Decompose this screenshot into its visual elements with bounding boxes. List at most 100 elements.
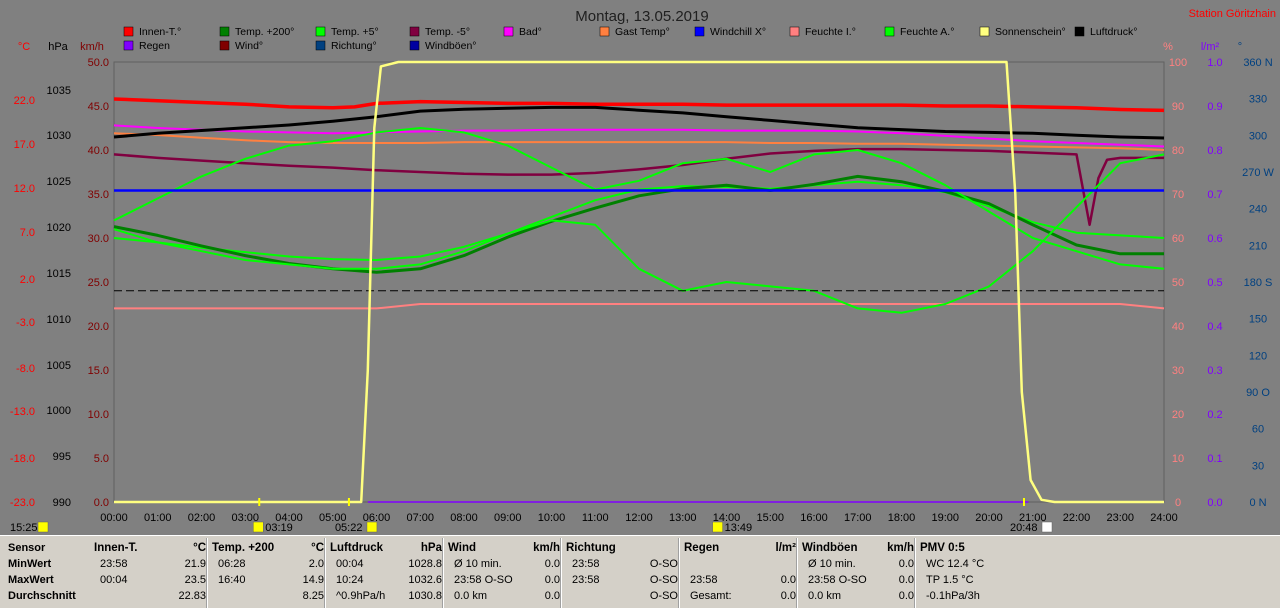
direction-tick-label: 30 <box>1252 460 1264 472</box>
summary-cell-value: 0.0 <box>780 574 796 586</box>
temp-tick-label: -18.0 <box>10 453 35 465</box>
pressure-tick-label: 1030 <box>47 130 71 142</box>
legend-swatch <box>979 26 990 37</box>
summary-column: PMV 0:5 WC 12.4 °C TP 1.5 °C -0.1hPa/3h <box>920 538 1032 608</box>
summary-separator <box>442 538 444 608</box>
summary-cell-value: O-SO <box>649 574 678 586</box>
legend-label: Bad° <box>519 26 542 38</box>
rain-tick-label: 0.8 <box>1207 145 1222 157</box>
temp-tick-label: -23.0 <box>10 497 35 509</box>
summary-panel: Sensor MinWert MaxWert Durchschnitt Inne… <box>0 535 1280 608</box>
time-marker-label: 13:49 <box>725 522 753 534</box>
wind-tick-label: 45.0 <box>88 101 109 113</box>
summary-cell-label: 00:04 <box>100 574 128 586</box>
direction-tick-label: 120 <box>1249 350 1267 362</box>
summary-cell-label: WC 12.4 °C <box>926 558 985 570</box>
legend-swatch <box>123 26 134 37</box>
direction-tick-label: 90 O <box>1246 387 1270 399</box>
legend-swatch <box>123 40 134 51</box>
wind-tick-label: 20.0 <box>88 321 109 333</box>
humidity-tick-label: 60 <box>1172 233 1184 245</box>
pressure-tick-label: 1020 <box>47 222 71 234</box>
summary-cell-label: 23:58 O-SO <box>808 574 867 586</box>
summary-column: Windböen km/h Ø 10 min. 0.0 23:58 O-SO 0.0 0.0… <box>802 538 914 608</box>
series-line <box>114 303 1165 310</box>
x-tick-label: 23:00 <box>1106 512 1134 524</box>
series-line <box>114 60 1164 504</box>
row-label-min: MinWert <box>8 558 52 570</box>
summary-column-title: Regen <box>684 542 720 554</box>
x-tick-label: 22:00 <box>1063 512 1091 524</box>
sun-icon <box>712 521 723 533</box>
time-marker-label: 20:48 <box>1010 522 1038 534</box>
legend-label: Innen-T.° <box>139 26 181 38</box>
summary-column-title: Innen-T. <box>94 542 138 554</box>
sun-icon <box>37 521 49 533</box>
pressure-tick-label: 990 <box>53 497 71 509</box>
sun-icon <box>366 521 378 533</box>
pressure-unit-label: hPa <box>48 41 68 53</box>
legend-label: Temp. +5° <box>331 26 379 38</box>
humidity-tick-label: 90 <box>1172 101 1184 113</box>
summary-column: Wind km/h Ø 10 min. 0.0 23:58 O-SO 0.0 0.0 km 0… <box>448 538 560 608</box>
rain-tick-label: 0.9 <box>1207 101 1222 113</box>
time-marker-label: 03:19 <box>265 522 293 534</box>
x-tick-label: 03:00 <box>231 512 259 524</box>
axis-unit-labels: °C hPa km/h % l/m² ° <box>18 41 1242 53</box>
rain-tick-label: 0.5 <box>1207 277 1222 289</box>
summary-column-unit: km/h <box>887 542 914 554</box>
temp-tick-label: 17.0 <box>14 139 35 151</box>
time-markers: 15:25 03:19 05:22 13:49 20:48 <box>10 498 1053 534</box>
x-tick-label: 14:00 <box>713 512 741 524</box>
temp-tick-label: -8.0 <box>16 363 35 375</box>
summary-column: Luftdruck hPa 00:04 1028.8 10:24 1032.6 ^0.9hP… <box>330 538 442 608</box>
x-tick-label: 02:00 <box>188 512 216 524</box>
direction-tick-label: 210 <box>1249 240 1267 252</box>
x-tick-label: 18:00 <box>888 512 916 524</box>
station-name: Station Göritzhain <box>1189 8 1276 20</box>
x-tick-label: 09:00 <box>494 512 522 524</box>
legend-swatch <box>219 40 230 51</box>
pressure-tick-label: 1010 <box>47 314 71 326</box>
row-label-sensor: Sensor <box>8 542 46 554</box>
legend-swatch <box>599 26 610 37</box>
x-tick-label: 20:00 <box>975 512 1003 524</box>
legend-swatch <box>409 26 420 37</box>
summary-column-unit: °C <box>311 542 324 554</box>
pressure-tick-label: 1000 <box>47 405 71 417</box>
temp-tick-label: 12.0 <box>14 183 35 195</box>
summary-column-title: Windböen <box>802 542 858 554</box>
summary-column-title: Luftdruck <box>330 542 384 554</box>
series-line <box>113 124 1165 148</box>
summary-column: Temp. +200 °C 06:28 2.0 16:40 14.9 8.25 <box>212 538 324 608</box>
summary-cell-value: 0.0 <box>544 574 560 586</box>
x-tick-label: 17:00 <box>844 512 872 524</box>
direction-tick-label: 270 W <box>1242 167 1274 179</box>
legend-label: Gast Temp° <box>615 26 670 38</box>
humidity-tick-label: 80 <box>1172 145 1184 157</box>
series-line <box>113 132 1165 151</box>
legend-label: Windböen° <box>425 40 476 52</box>
legend-swatch <box>409 40 420 51</box>
temp-tick-label: 2.0 <box>20 274 35 286</box>
x-tick-label: 00:00 <box>100 512 128 524</box>
summary-cell-label: 10:24 <box>336 574 364 586</box>
humidity-tick-label: 40 <box>1172 321 1184 333</box>
summary-separator <box>206 538 208 608</box>
summary-column-title: PMV 0:5 <box>920 542 965 554</box>
summary-cell-value: 8.25 <box>302 590 324 602</box>
x-tick-label: 06:00 <box>363 512 391 524</box>
summary-separator <box>560 538 562 608</box>
summary-column-unit: °C <box>193 542 206 554</box>
row-label-max: MaxWert <box>8 574 54 586</box>
temp-tick-label: 22.0 <box>14 95 35 107</box>
direction-tick-label: 300 <box>1249 130 1267 142</box>
wind-tick-label: 15.0 <box>88 365 109 377</box>
summary-cell-label: ^0.9hPa/h <box>336 590 386 602</box>
summary-cell-value: 1032.6 <box>408 574 442 586</box>
legend-swatch <box>219 26 230 37</box>
summary-cell-value: 14.9 <box>302 574 324 586</box>
summary-cell-value: 0.0 <box>544 590 560 602</box>
direction-unit-label: ° <box>1238 41 1242 53</box>
summary-column: Regen l/m² 23:58 0.0 Gesamt: 0.0 <box>684 538 796 608</box>
